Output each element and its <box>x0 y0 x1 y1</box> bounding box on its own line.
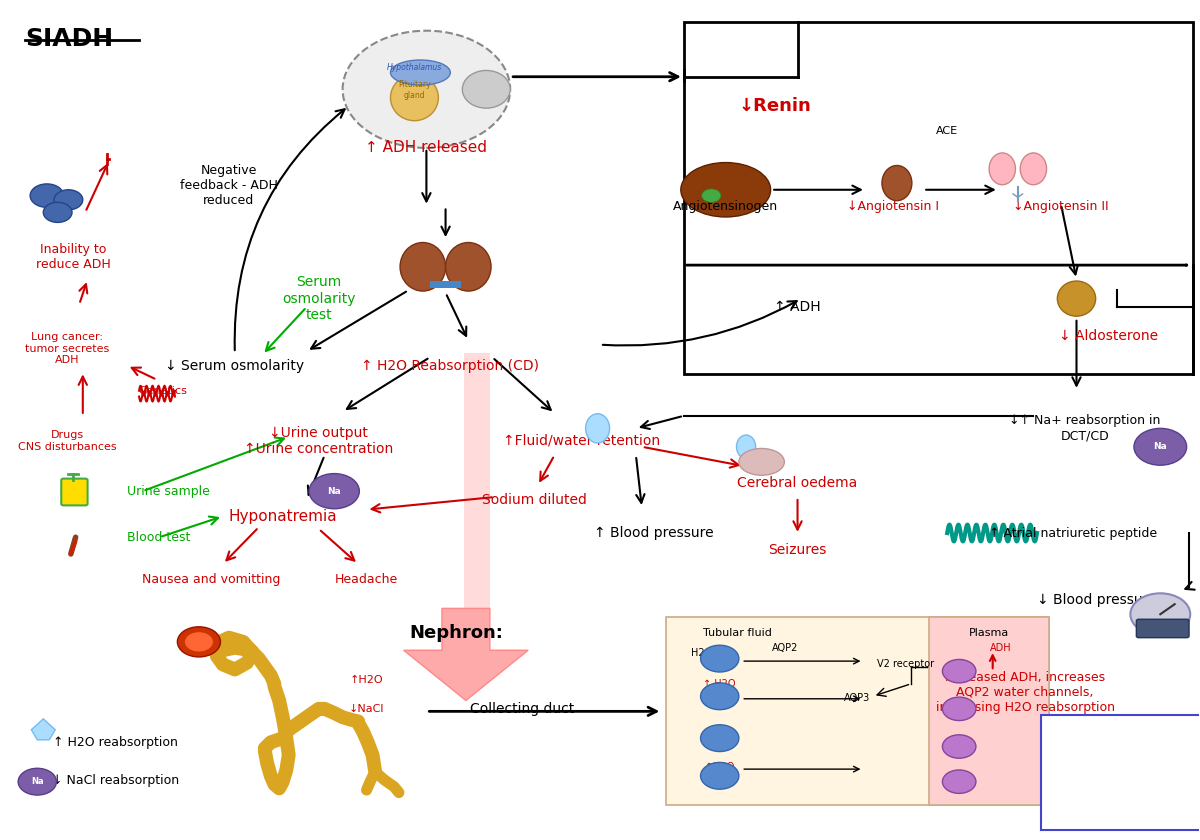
Text: ↑ H2O reabsorption: ↑ H2O reabsorption <box>53 736 178 748</box>
Text: Urine sample: Urine sample <box>127 485 210 497</box>
Circle shape <box>18 769 56 795</box>
Polygon shape <box>31 719 55 740</box>
Circle shape <box>942 697 976 721</box>
Text: Key:: Key: <box>1104 741 1138 755</box>
Ellipse shape <box>462 71 510 108</box>
Ellipse shape <box>882 165 912 201</box>
Text: Blood test: Blood test <box>127 531 191 543</box>
Text: ↑ ADH: ↑ ADH <box>774 300 821 314</box>
FancyBboxPatch shape <box>666 617 1049 805</box>
Circle shape <box>185 632 214 652</box>
Circle shape <box>54 190 83 210</box>
Circle shape <box>43 202 72 223</box>
Text: ↑ H2O: ↑ H2O <box>703 679 736 689</box>
Text: ↑H2O: ↑H2O <box>349 675 383 685</box>
Circle shape <box>310 474 359 509</box>
Text: Na: Na <box>328 486 341 496</box>
Text: ↑ ADH released: ↑ ADH released <box>366 140 487 155</box>
Ellipse shape <box>737 435 756 459</box>
Circle shape <box>342 31 510 148</box>
Text: AQP3: AQP3 <box>845 693 870 703</box>
Text: ↑ Blood pressure: ↑ Blood pressure <box>594 526 714 540</box>
Text: ↓ Serum osmolarity: ↓ Serum osmolarity <box>166 359 305 373</box>
Text: Na: Na <box>1153 443 1168 451</box>
FancyBboxPatch shape <box>1040 715 1200 830</box>
Ellipse shape <box>1020 153 1046 185</box>
Circle shape <box>702 189 721 202</box>
Text: Headache: Headache <box>335 573 398 585</box>
Text: SIADH: SIADH <box>25 27 114 50</box>
Circle shape <box>701 763 739 790</box>
Ellipse shape <box>390 60 450 85</box>
Circle shape <box>1134 428 1187 465</box>
Text: Sodium diluted: Sodium diluted <box>481 492 587 507</box>
Polygon shape <box>403 608 528 701</box>
FancyBboxPatch shape <box>929 617 1049 805</box>
Text: ↓ Aldosterone: ↓ Aldosterone <box>1060 329 1158 344</box>
Circle shape <box>30 184 64 207</box>
Text: H2O: H2O <box>691 648 713 658</box>
Text: ADH: ADH <box>990 643 1012 653</box>
Text: Cerebral oedema: Cerebral oedema <box>738 475 858 490</box>
Ellipse shape <box>739 449 785 475</box>
Circle shape <box>1130 593 1190 635</box>
Text: ↓NaCl: ↓NaCl <box>349 704 384 714</box>
Text: Pituitary
gland: Pituitary gland <box>398 81 431 100</box>
Circle shape <box>701 645 739 672</box>
Ellipse shape <box>680 163 770 217</box>
Text: ↑ Atrial natriuretic peptide: ↑ Atrial natriuretic peptide <box>989 527 1157 539</box>
Text: ↓Renin: ↓Renin <box>738 97 811 115</box>
Text: Tubular fluid: Tubular fluid <box>703 628 772 638</box>
Text: Collecting duct: Collecting duct <box>470 702 575 716</box>
Text: ↓ Blood pressure: ↓ Blood pressure <box>1037 593 1157 607</box>
Circle shape <box>942 770 976 794</box>
Text: Seizures: Seizures <box>768 543 827 557</box>
Text: ↓↑ Na+ reabsorption in
DCT/CD: ↓↑ Na+ reabsorption in DCT/CD <box>1009 414 1160 443</box>
Text: ↓Urine output
↑Urine concentration: ↓Urine output ↑Urine concentration <box>244 426 394 456</box>
Circle shape <box>942 659 976 683</box>
Text: ↓ NaCl reabsorption: ↓ NaCl reabsorption <box>52 774 179 786</box>
Text: Hypothalamus: Hypothalamus <box>386 63 442 72</box>
Text: Pathophysiology: Pathophysiology <box>1069 784 1172 796</box>
Text: Nausea and vomitting: Nausea and vomitting <box>142 573 280 585</box>
FancyBboxPatch shape <box>463 353 490 617</box>
Text: Inability to
reduce ADH: Inability to reduce ADH <box>36 243 110 270</box>
Text: Drugs
CNS disturbances: Drugs CNS disturbances <box>18 430 116 452</box>
Circle shape <box>178 627 221 657</box>
Text: Increased ADH, increases
AQP2 water channels,
increasing H2O reabsorption: Increased ADH, increases AQP2 water chan… <box>936 670 1115 714</box>
Text: Clinical test: Clinical test <box>1084 804 1158 816</box>
Text: ↓Angiotensin II: ↓Angiotensin II <box>1013 200 1109 213</box>
Text: Negative
feedback - ADH
reduced: Negative feedback - ADH reduced <box>180 164 277 207</box>
Text: ↑H2O: ↑H2O <box>706 763 734 773</box>
Circle shape <box>701 683 739 710</box>
Text: Na: Na <box>31 777 43 786</box>
Text: V2 receptor: V2 receptor <box>877 659 934 669</box>
Ellipse shape <box>400 243 445 291</box>
Text: Genetics: Genetics <box>138 386 187 396</box>
Text: ↓Angiotensin I: ↓Angiotensin I <box>847 200 940 213</box>
FancyBboxPatch shape <box>430 281 461 288</box>
Ellipse shape <box>445 243 491 291</box>
FancyBboxPatch shape <box>1136 619 1189 638</box>
Text: Nephron:: Nephron: <box>409 624 503 643</box>
Text: Hyponatremia: Hyponatremia <box>228 509 337 524</box>
Text: Normal: Normal <box>1098 764 1144 776</box>
Ellipse shape <box>989 153 1015 185</box>
FancyBboxPatch shape <box>61 479 88 506</box>
Text: Serum
osmolarity
test: Serum osmolarity test <box>282 276 355 322</box>
Text: Lung cancer:
tumor secretes
ADH: Lung cancer: tumor secretes ADH <box>25 333 109 365</box>
Circle shape <box>942 735 976 759</box>
Circle shape <box>701 725 739 752</box>
Ellipse shape <box>390 75 438 121</box>
Text: ACE: ACE <box>936 126 959 136</box>
Text: AQP2: AQP2 <box>773 643 799 653</box>
Ellipse shape <box>1057 281 1096 316</box>
Ellipse shape <box>586 414 610 443</box>
Text: Plasma: Plasma <box>968 628 1009 638</box>
Text: ↑ H2O Reabsorption (CD): ↑ H2O Reabsorption (CD) <box>361 359 539 373</box>
Text: ↑Fluid/water retention: ↑Fluid/water retention <box>504 434 661 448</box>
Text: Angiotensinogen: Angiotensinogen <box>673 200 779 213</box>
